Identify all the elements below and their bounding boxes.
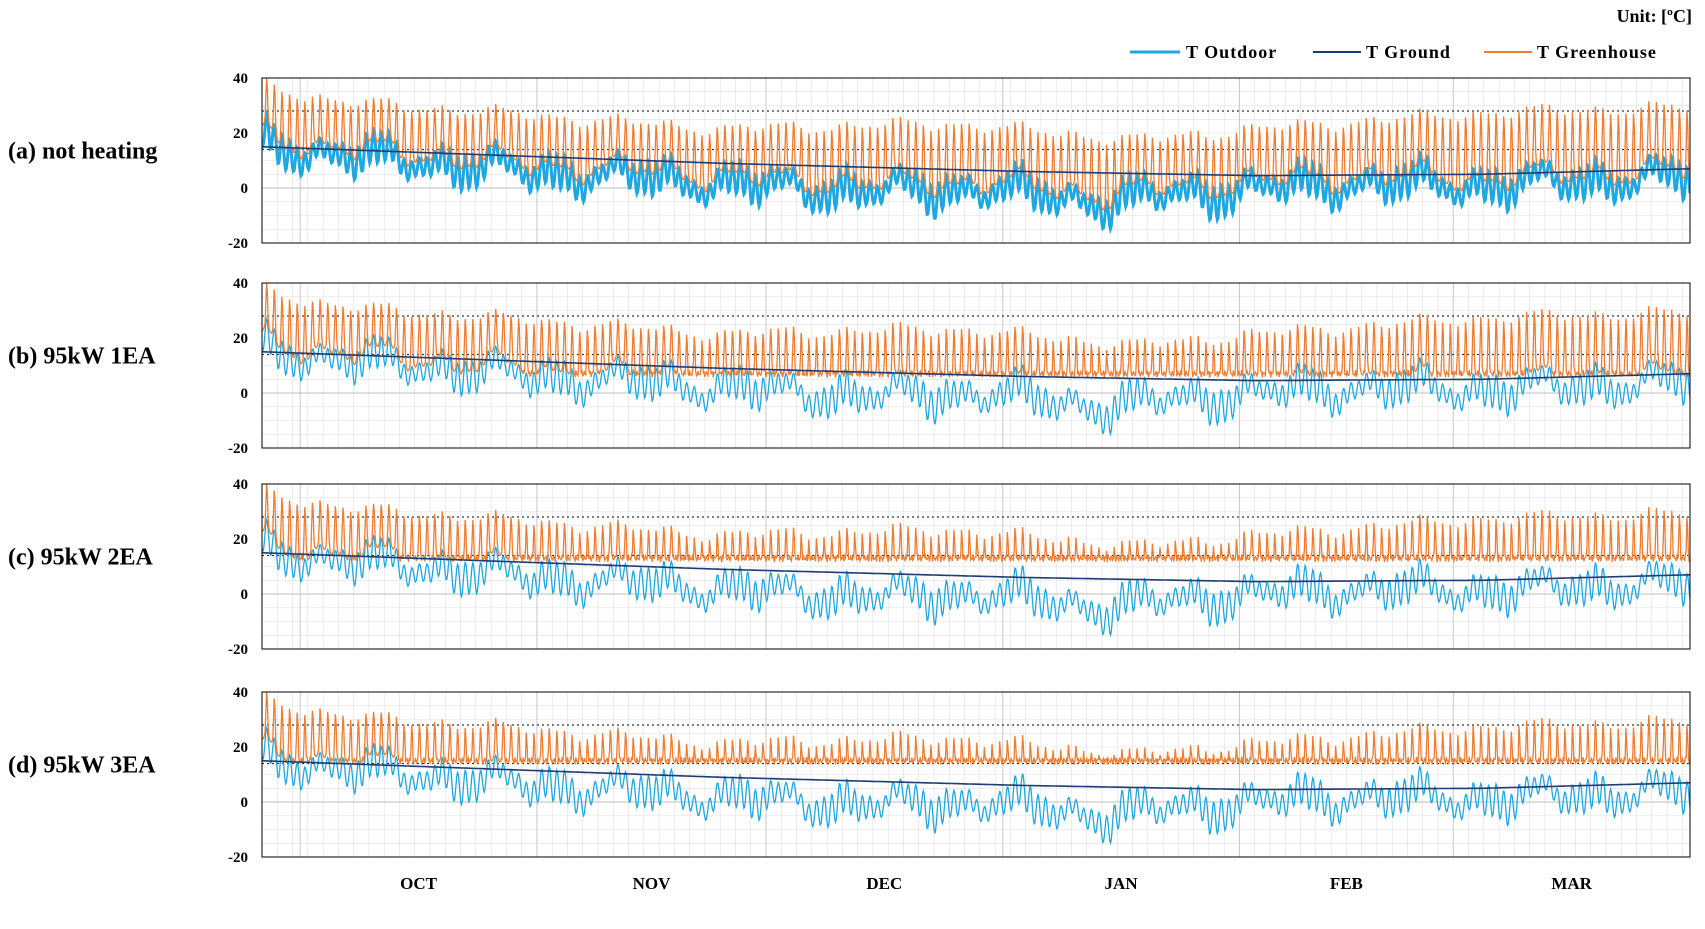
y-tick-label: 40 [233, 276, 248, 292]
month-label: JAN [1105, 874, 1139, 893]
unit-label: Unit: [ºC] [1617, 6, 1692, 26]
month-label: FEB [1330, 874, 1363, 893]
panel-label: (d) 95kW 3EA [8, 753, 156, 779]
month-label: OCT [400, 874, 438, 893]
y-tick-label: 40 [233, 685, 248, 701]
panel-b: -20 0 20 40 (b) 95kW 1EA [8, 276, 1691, 457]
legend-outdoor-label: T Outdoor [1186, 42, 1277, 62]
y-tick-label: 20 [233, 126, 248, 142]
y-tick-label: 0 [241, 795, 249, 811]
y-tick-label: -20 [228, 642, 248, 658]
series-outdoor [262, 108, 1690, 235]
panel-c: -20 0 20 40 (c) 95kW 2EA [8, 477, 1691, 658]
legend: T Outdoor T Ground T Greenhouse [1130, 42, 1657, 62]
series-outdoor [262, 316, 1690, 437]
y-tick-label: 0 [241, 181, 249, 197]
series-greenhouse [262, 283, 1690, 379]
series-greenhouse [262, 484, 1690, 564]
panel-d: -20 0 20 40 (d) 95kW 3EA [8, 685, 1691, 866]
plot-border [261, 77, 1691, 244]
series-greenhouse [262, 692, 1690, 766]
panel-label: (c) 95kW 2EA [8, 545, 154, 571]
y-tick-label: -20 [228, 441, 248, 457]
y-tick-label: 0 [241, 386, 249, 402]
y-tick-label: 20 [233, 331, 248, 347]
series-greenhouse [262, 78, 1690, 211]
series-outdoor [262, 725, 1690, 846]
panel-a: -20 0 20 40 (a) not heating [8, 71, 1691, 252]
plot-border [261, 691, 1691, 858]
panels: -20 0 20 40 (a) not heating -20 0 20 40 (b) 95kW … [8, 71, 1691, 866]
y-tick-label: 0 [241, 587, 249, 603]
panel-label: (b) 95kW 1EA [8, 344, 156, 370]
y-tick-label: 20 [233, 532, 248, 548]
legend-ground-label: T Ground [1366, 42, 1451, 62]
y-tick-label: 40 [233, 71, 248, 87]
series-ground [262, 760, 1690, 791]
legend-greenhouse-label: T Greenhouse [1537, 42, 1657, 62]
y-tick-label: -20 [228, 850, 248, 866]
y-tick-label: -20 [228, 236, 248, 252]
month-axis: OCT NOV DEC JAN FEB MAR [400, 874, 1593, 893]
plot-border [261, 282, 1691, 449]
series-outdoor [262, 517, 1690, 638]
month-label: DEC [866, 874, 902, 893]
series-ground [262, 351, 1690, 382]
panel-label: (a) not heating [8, 139, 157, 165]
plot-border [261, 483, 1691, 650]
month-label: NOV [633, 874, 672, 893]
series-ground [262, 552, 1690, 583]
y-tick-label: 40 [233, 477, 248, 493]
month-label: MAR [1551, 874, 1592, 893]
series-ground [262, 146, 1690, 177]
y-tick-label: 20 [233, 740, 248, 756]
